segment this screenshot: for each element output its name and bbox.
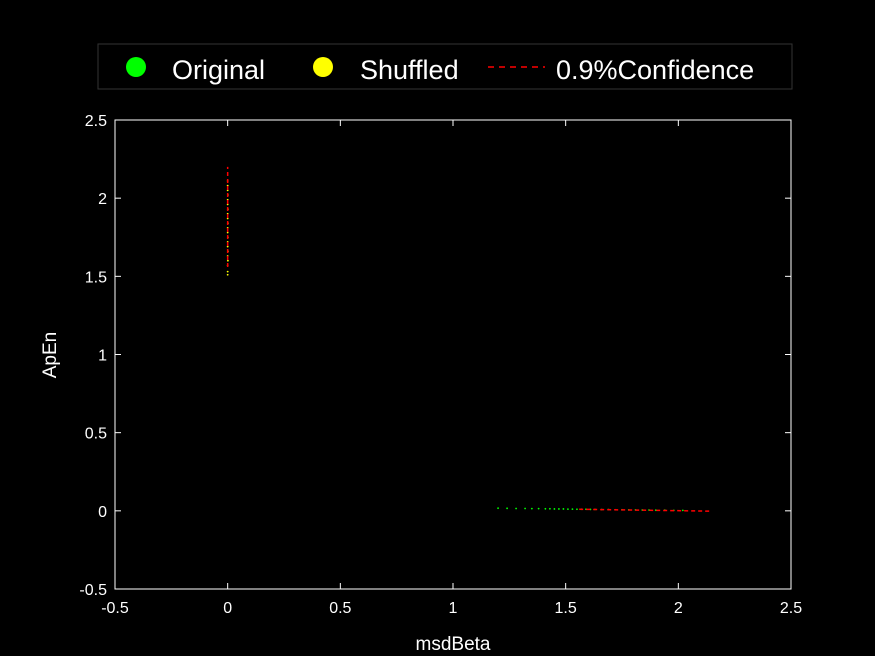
x-tick-label: 2	[674, 600, 683, 617]
shuffled-point	[226, 259, 229, 262]
original-point	[530, 507, 533, 510]
x-tick-label: 1	[449, 600, 458, 617]
original-point	[576, 508, 578, 511]
x-axis-label: msdBeta	[416, 634, 491, 655]
legend-box	[97, 43, 793, 90]
x-tick-label: 1.5	[555, 600, 577, 617]
legend-shuffled-marker	[313, 57, 333, 77]
y-tick-label: 2.5	[85, 113, 107, 130]
y-tick-label: 1	[98, 348, 107, 365]
original-point	[515, 507, 517, 510]
x-tick-label: 2.5	[780, 600, 802, 617]
0-9-confidence-line	[579, 508, 710, 512]
original-point	[548, 507, 551, 510]
legend-shuffled-label: Shuffled	[360, 55, 459, 85]
y-axis-label: ApEn	[40, 332, 61, 378]
y-tick-label: 0.5	[85, 426, 107, 443]
shuffled-point	[226, 273, 229, 276]
original-point	[681, 509, 684, 512]
y-tick-label: -0.5	[79, 582, 107, 599]
original-point	[562, 508, 565, 510]
shuffled-point	[226, 231, 229, 234]
y-tick-label: 1.5	[85, 269, 107, 286]
legend-confidence-label: 0.9%Confidence	[556, 55, 754, 85]
original-point	[544, 507, 547, 510]
legend-original-marker	[126, 57, 146, 77]
original-point	[571, 508, 574, 511]
original-point	[537, 507, 540, 510]
x-tick-label: 0	[223, 600, 232, 617]
plot-area	[226, 166, 710, 512]
y-tick-label: 2	[98, 191, 107, 208]
original-point	[553, 508, 556, 510]
original-point	[558, 508, 560, 510]
legend-original-label: Original	[172, 55, 265, 85]
original-point	[506, 507, 508, 510]
x-tick-label: -0.5	[101, 600, 129, 617]
original-point	[567, 508, 569, 511]
x-tick-label: 0.5	[329, 600, 351, 617]
legend: Original Shuffled 0.9%Confidence	[97, 43, 793, 90]
shuffled-point	[226, 245, 229, 248]
shuffled-point	[226, 217, 229, 220]
axes: -0.5 0 0.5 1 1.5 2 2.5 -0.5 0 0.5 1 1.5 2 2.5	[79, 113, 802, 617]
original-point	[524, 507, 527, 510]
y-tick-label: 0	[98, 504, 107, 521]
original-point	[497, 507, 499, 510]
shuffled-point	[226, 270, 229, 273]
shuffled-point	[226, 203, 229, 206]
